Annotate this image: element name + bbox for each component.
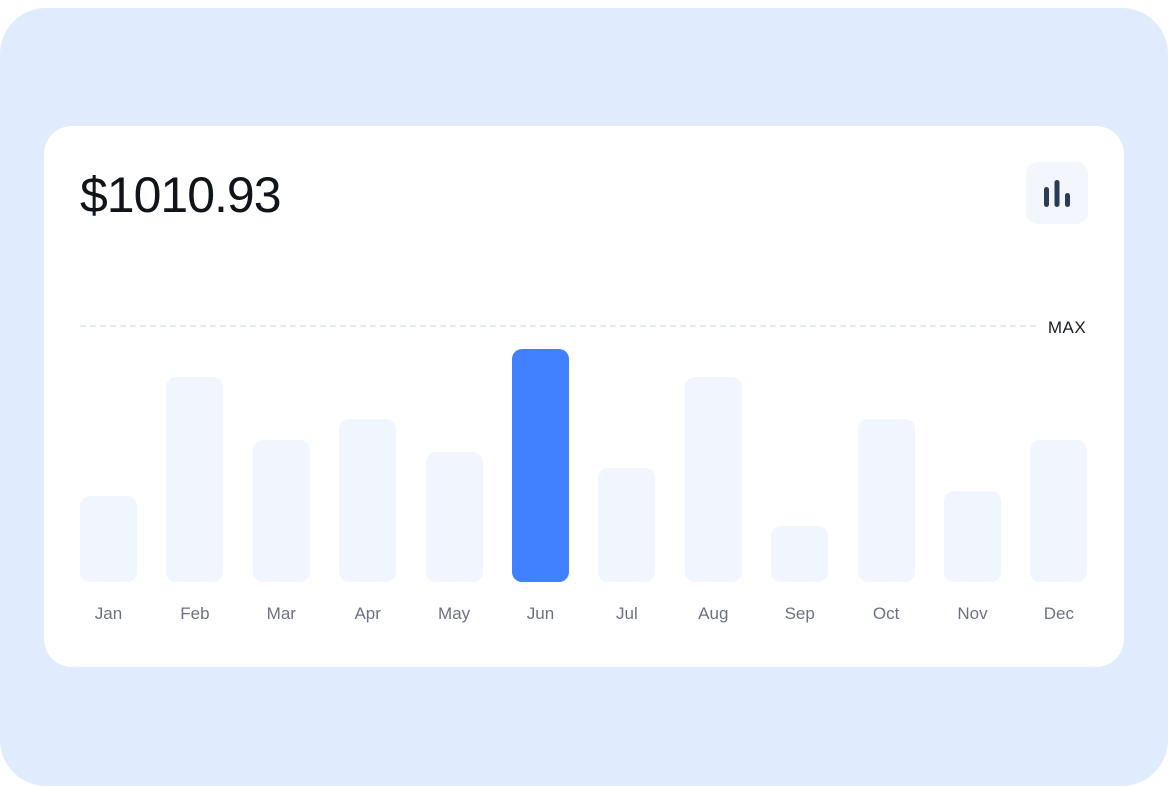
bar-feb[interactable] — [166, 376, 224, 582]
bar-chart-icon — [1044, 180, 1070, 207]
bar-oct[interactable] — [857, 418, 915, 582]
revenue-card — [44, 126, 1124, 667]
total-amount: $1010.93 — [80, 167, 282, 223]
bar-jun[interactable] — [512, 349, 569, 582]
bar-jan[interactable] — [80, 495, 137, 582]
chart-toggle-button[interactable] — [1026, 162, 1088, 224]
bar-may[interactable] — [425, 451, 483, 582]
bar-dec[interactable] — [1030, 439, 1088, 582]
bar-sep[interactable] — [771, 526, 829, 582]
bar-jul[interactable] — [598, 467, 656, 582]
bar-apr[interactable] — [339, 418, 397, 582]
bar-aug[interactable] — [684, 376, 742, 582]
bar-nov[interactable] — [944, 491, 1001, 582]
max-label: MAX — [1047, 318, 1087, 337]
bar-mar[interactable] — [252, 439, 310, 582]
max-reference-line — [80, 325, 1036, 327]
